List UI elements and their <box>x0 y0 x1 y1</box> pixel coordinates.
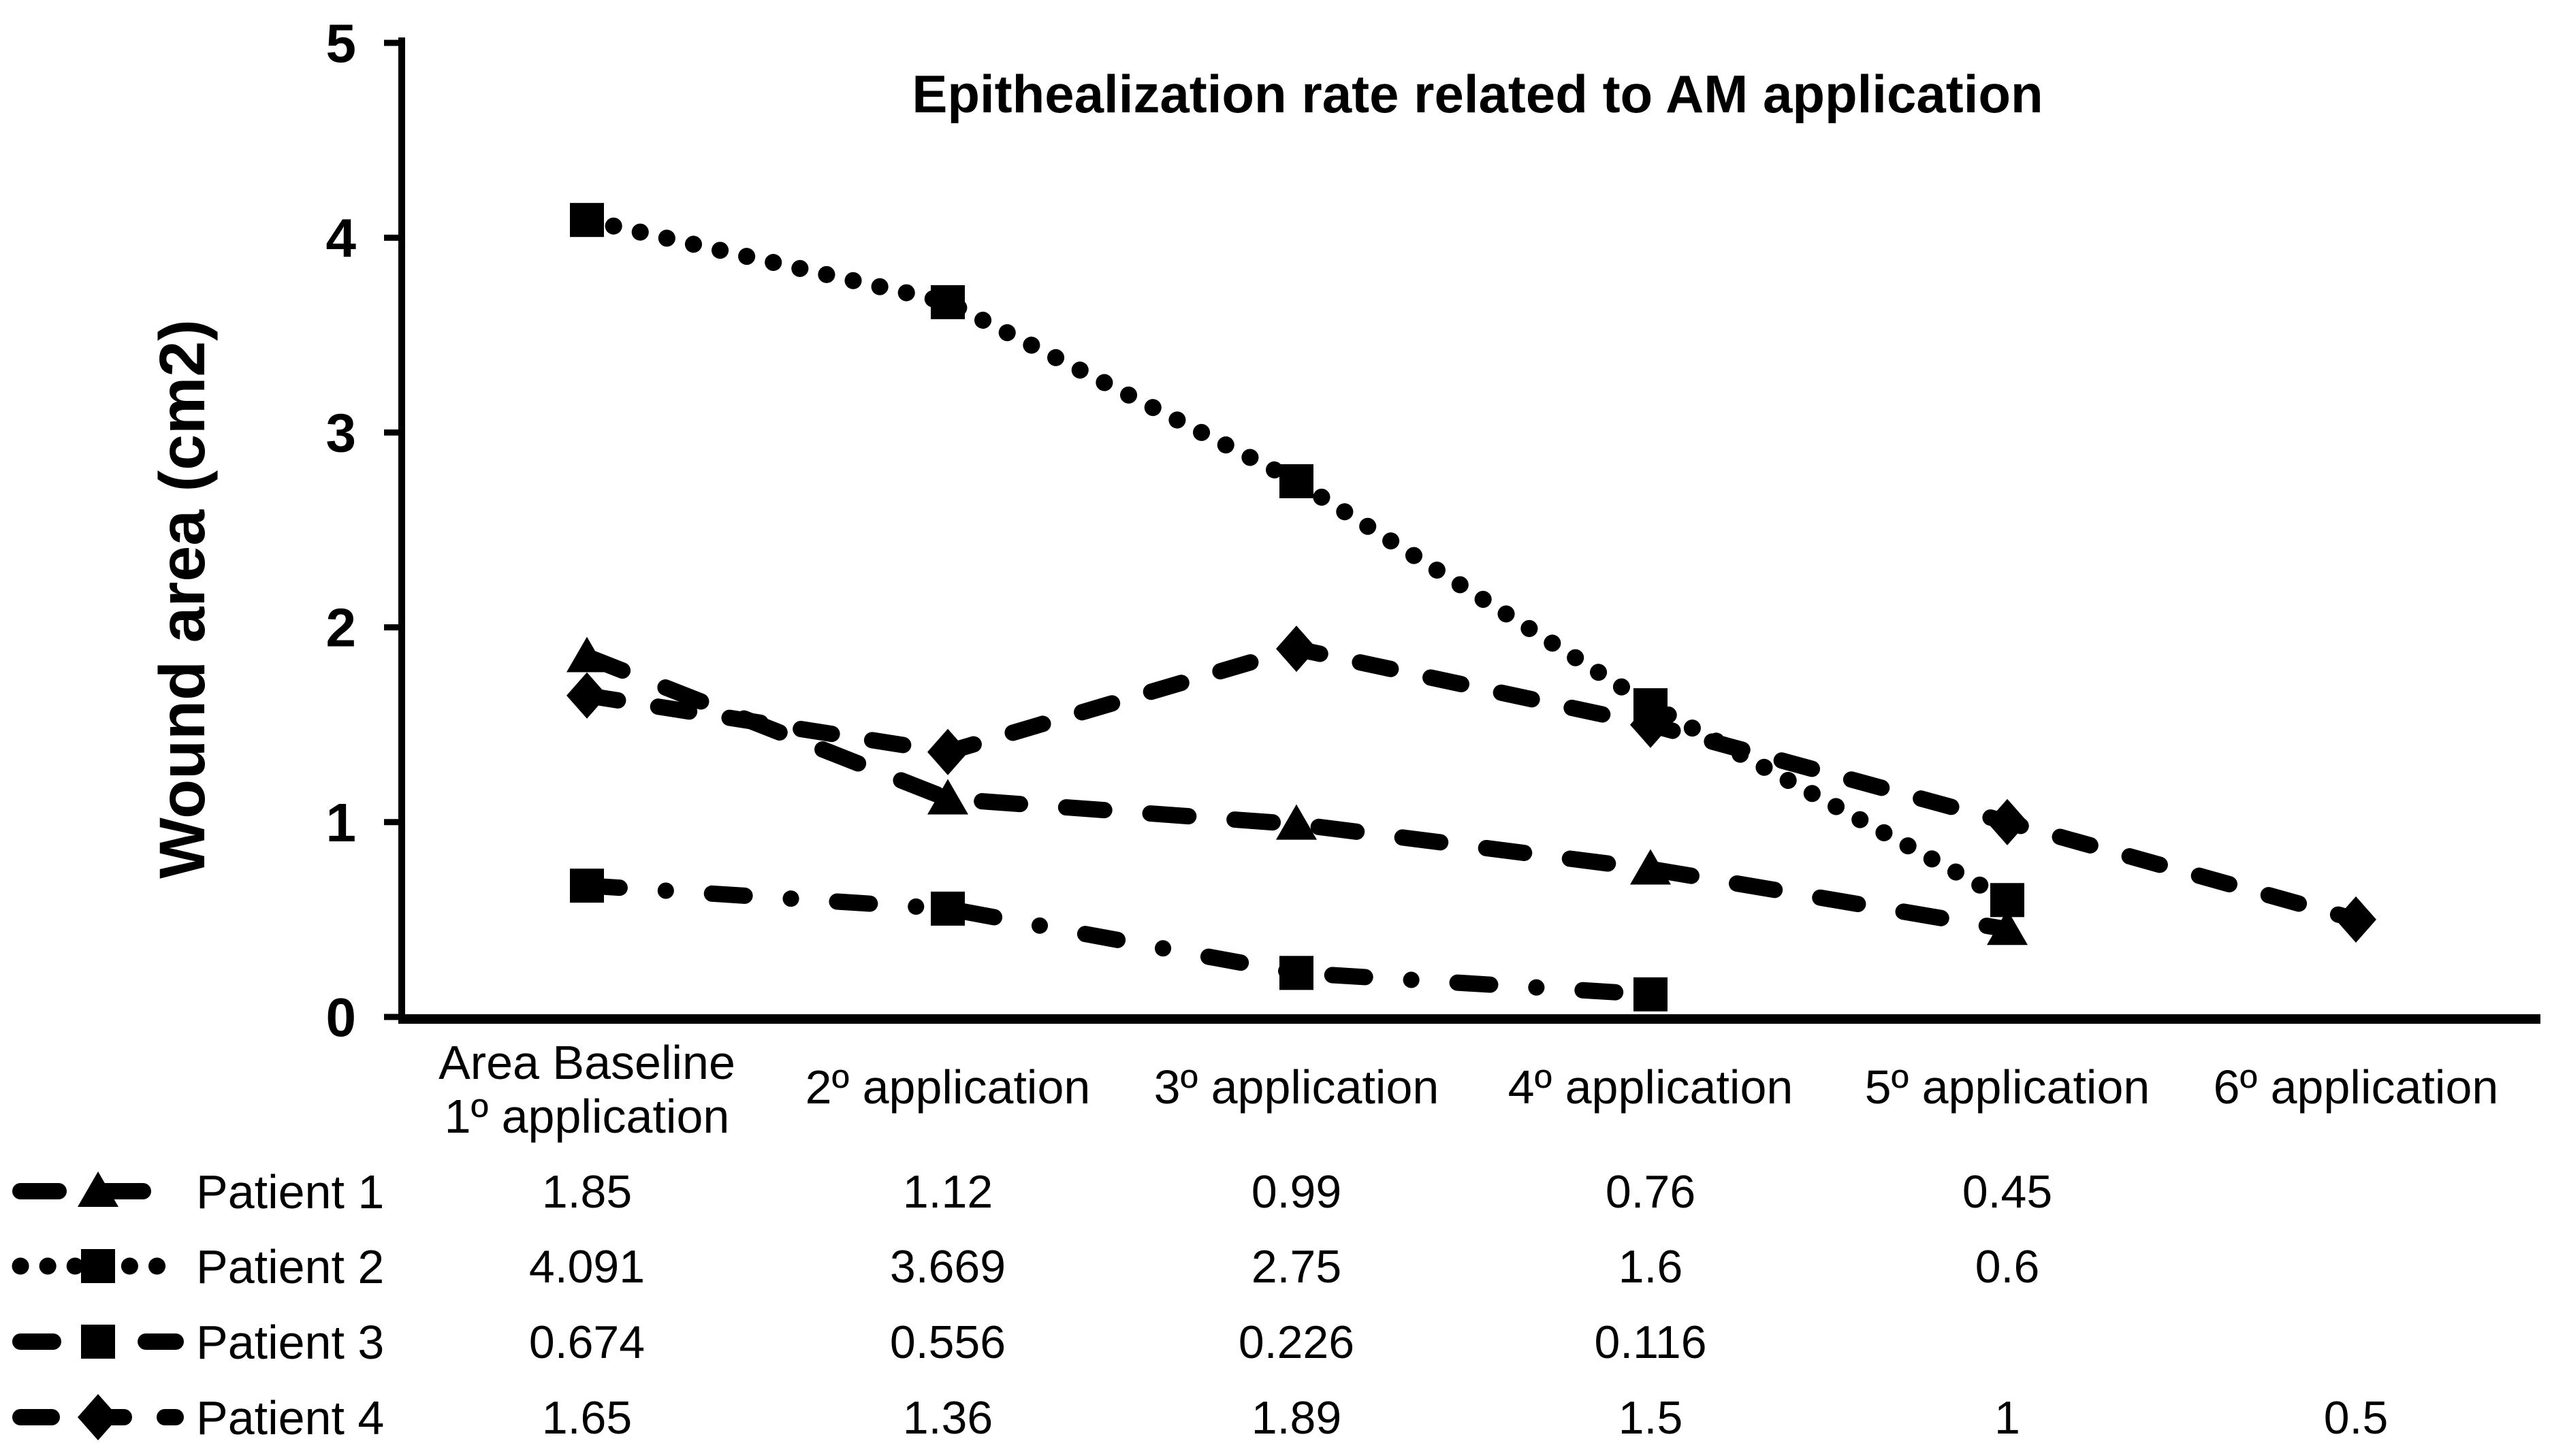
table-value: 0.76 <box>1606 1166 1695 1218</box>
triangle-marker <box>1630 849 1671 885</box>
triangle-marker <box>567 636 607 673</box>
table-value: 0.45 <box>1962 1166 2052 1218</box>
square-marker <box>1279 464 1313 498</box>
diamond-marker <box>2335 896 2376 943</box>
triangle-marker <box>927 779 968 815</box>
diamond-marker <box>1276 626 1317 673</box>
legend-marker <box>81 1325 115 1359</box>
table-value: 0.226 <box>1239 1316 1354 1368</box>
y-axis-title: Wound area (cm2) <box>146 319 219 879</box>
y-tick-label: 3 <box>326 402 357 463</box>
table-value: 3.669 <box>890 1241 1006 1293</box>
diamond-marker <box>1630 701 1671 748</box>
chart-title: Epithealization rate related to AM appli… <box>912 64 2043 124</box>
square-marker <box>570 869 604 903</box>
x-category-label: Area Baseline <box>438 1036 735 1089</box>
square-marker <box>931 891 965 926</box>
legend-marker <box>78 1171 118 1207</box>
square-marker <box>1279 956 1313 990</box>
legend-label: Patient 3 <box>196 1316 384 1369</box>
diamond-marker <box>567 672 607 719</box>
table-value: 0.674 <box>529 1316 645 1368</box>
table-value: 1.12 <box>903 1166 993 1218</box>
axes <box>398 37 2540 1024</box>
table-value: 0.116 <box>1594 1316 1706 1368</box>
table-value: 4.091 <box>529 1241 645 1293</box>
table-value: 1 <box>1994 1392 2020 1444</box>
legend-label: Patient 4 <box>196 1391 384 1444</box>
series-line-patient-1 <box>579 648 2015 938</box>
series-lines <box>567 203 2376 1012</box>
series-line-patient-2 <box>578 211 2016 909</box>
table-value: 1.36 <box>903 1392 993 1444</box>
x-category-label: 6º application <box>2214 1061 2499 1114</box>
x-category-label: 3º application <box>1154 1061 1439 1114</box>
x-category-label: 4º application <box>1508 1061 1793 1114</box>
square-marker <box>1633 977 1668 1012</box>
table-value: 1.5 <box>1618 1392 1683 1444</box>
diamond-marker <box>927 728 968 775</box>
legend-label: Patient 2 <box>196 1240 384 1293</box>
legend-label: Patient 1 <box>196 1165 384 1218</box>
table-value: 0.99 <box>1251 1166 1341 1218</box>
table-value: 1.89 <box>1251 1392 1341 1444</box>
table-value: 2.75 <box>1251 1241 1341 1293</box>
x-category-label: 2º application <box>806 1061 1091 1114</box>
legend-data-table: Patient 1 1.85 1.12 0.99 0.76 0.45 Patient 2 4.… <box>12 1165 2389 1444</box>
square-marker <box>570 203 604 238</box>
table-value: 1.85 <box>542 1166 632 1218</box>
series-line-patient-4 <box>579 641 2364 928</box>
x-category-label: 1º application <box>445 1090 730 1143</box>
square-marker <box>931 285 965 319</box>
y-tick-label: 1 <box>326 792 357 853</box>
y-tick-label: 5 <box>326 13 357 74</box>
legend-marker <box>78 1394 118 1440</box>
x-category-label: 5º application <box>1865 1061 2150 1114</box>
y-tick-label: 4 <box>326 208 357 268</box>
y-axis-ticks: 0 1 2 3 4 5 <box>326 13 402 1048</box>
y-tick-label: 0 <box>326 987 357 1048</box>
series-line-patient-3 <box>579 877 1659 1003</box>
table-value: 1.6 <box>1618 1241 1683 1293</box>
table-value: 0.5 <box>2324 1392 2389 1444</box>
legend-marker <box>81 1249 115 1283</box>
square-marker <box>1990 883 2024 918</box>
triangle-marker <box>1987 909 2028 945</box>
table-value: 1.65 <box>542 1392 632 1444</box>
triangle-marker <box>1276 804 1317 840</box>
diamond-marker <box>1987 798 2028 845</box>
table-value: 0.556 <box>890 1316 1006 1368</box>
y-tick-label: 2 <box>326 598 357 658</box>
table-value: 0.6 <box>1975 1241 2040 1293</box>
